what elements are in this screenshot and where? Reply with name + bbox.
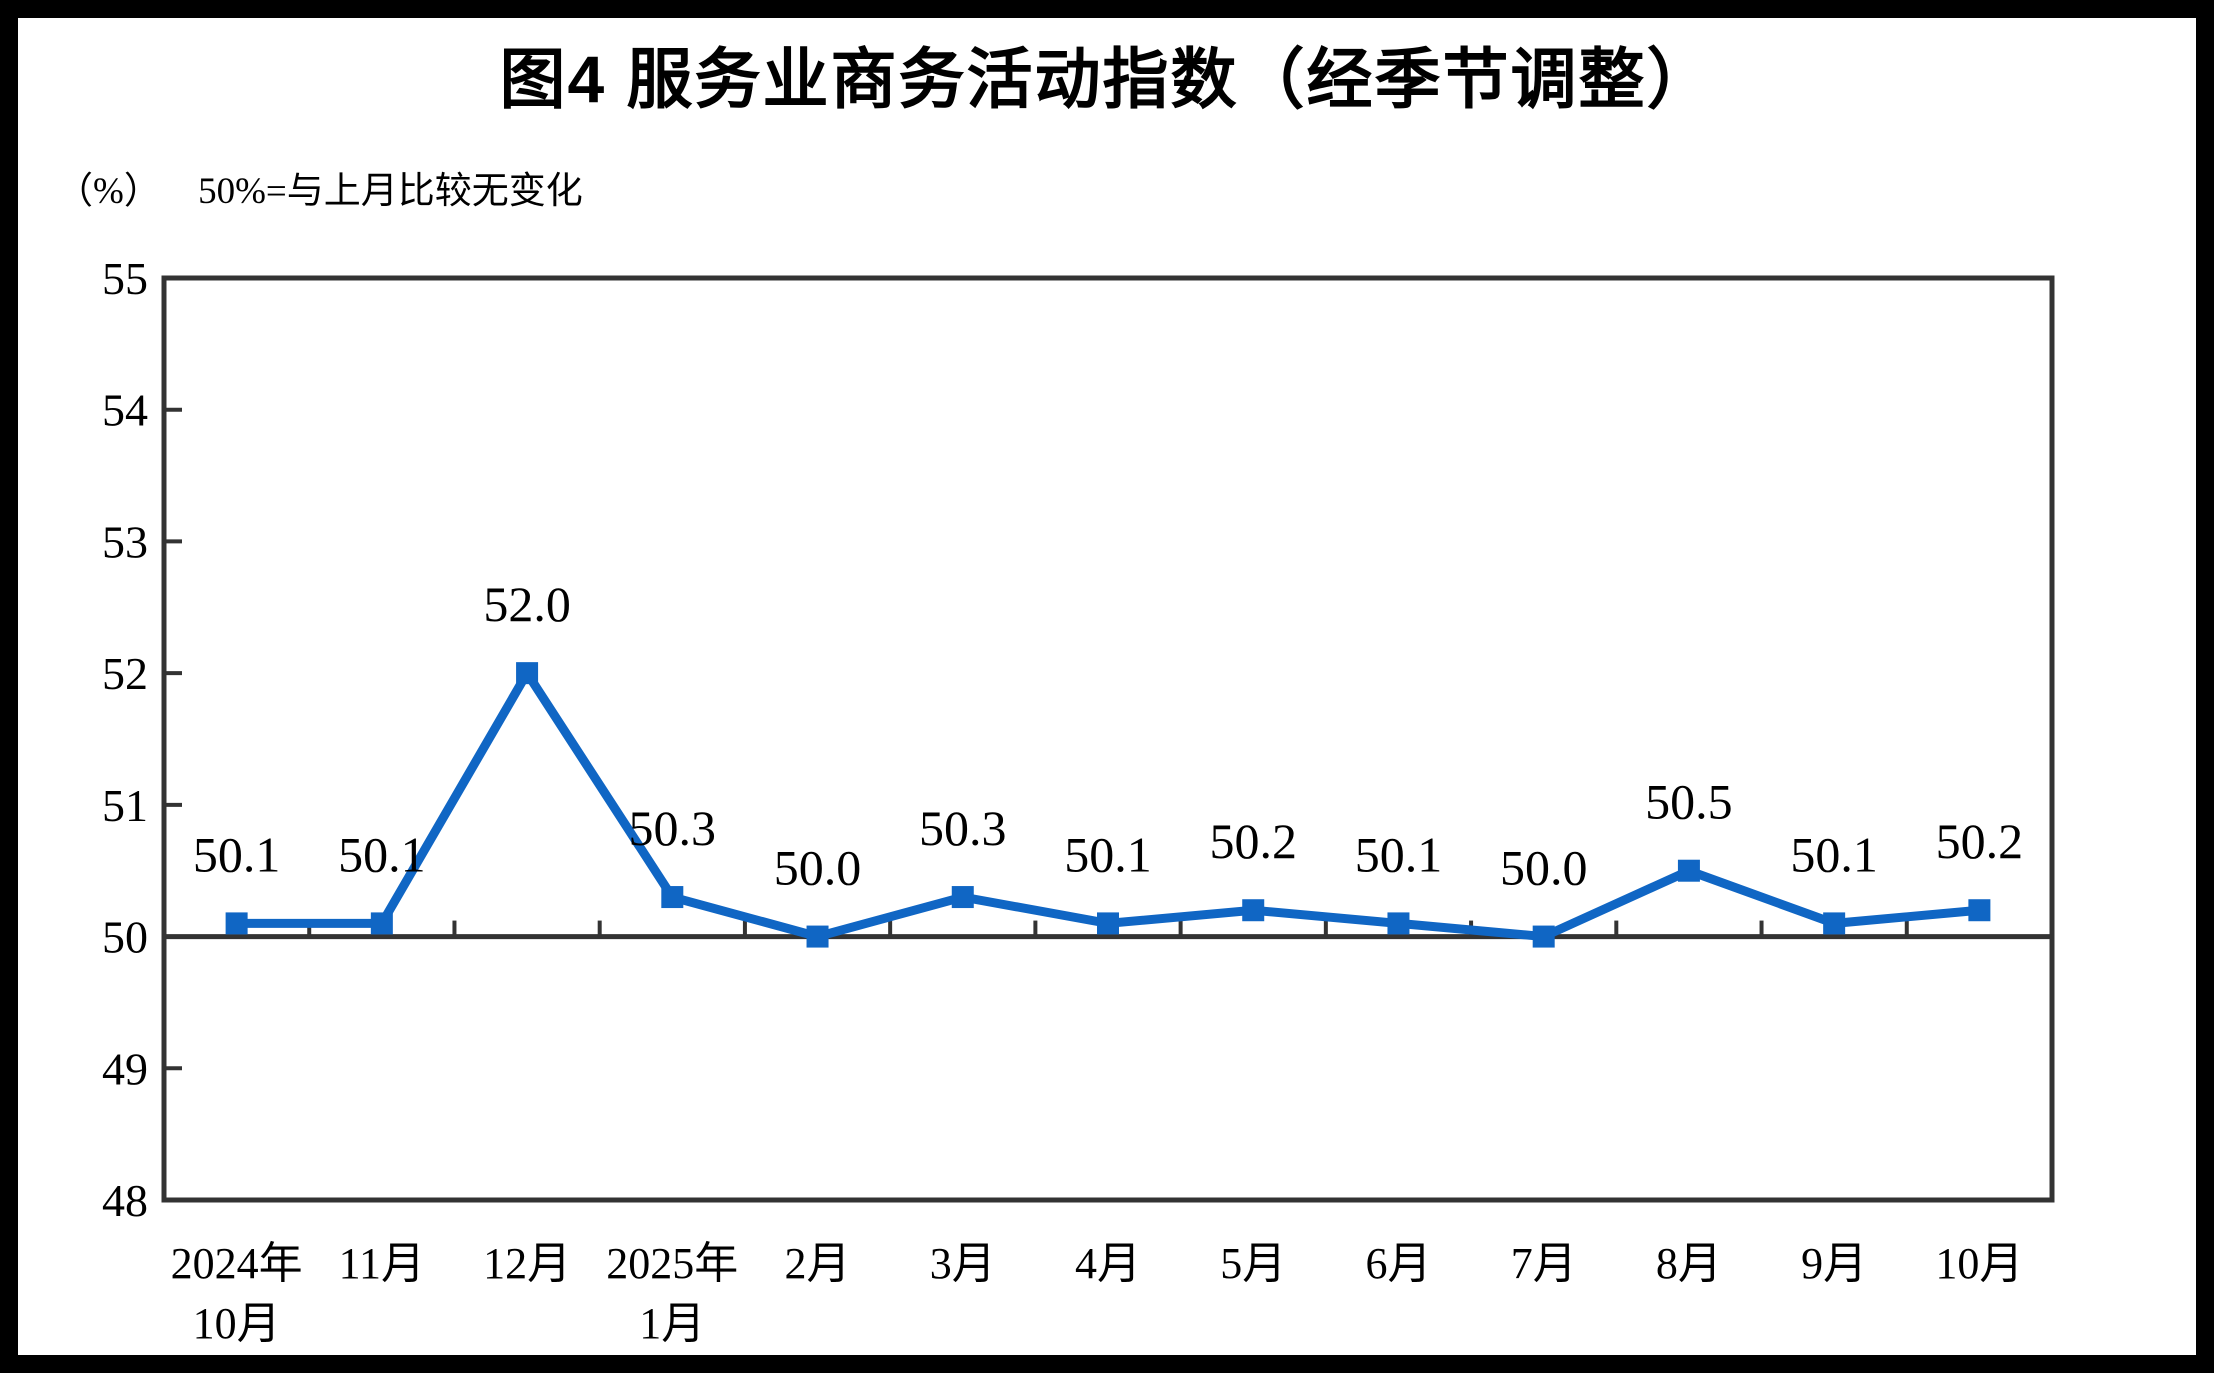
data-label: 50.2: [1936, 813, 2024, 869]
chart-title: 图4 服务业商务活动指数（经季节调整）: [499, 42, 1715, 116]
y-axis-tick-label: 49: [102, 1043, 148, 1094]
y-axis-tick-label: 54: [102, 385, 148, 436]
chart-subtitle: （%） 50%=与上月比较无变化: [56, 160, 583, 214]
data-point-marker: [1677, 859, 1700, 882]
data-point-marker: [1968, 899, 1991, 922]
data-point-marker: [1823, 912, 1846, 935]
x-axis-tick-label: 11月: [339, 1239, 425, 1288]
x-axis-tick-label: 2024年 10月: [171, 1239, 303, 1348]
data-point-marker: [1242, 899, 1265, 922]
data-label: 50.1: [1355, 826, 1443, 882]
y-axis-unit-label: （%）: [56, 171, 161, 212]
y-axis-tick-label: 48: [102, 1175, 148, 1226]
y-axis-tick-label: 52: [102, 648, 148, 699]
data-label: 50.3: [919, 800, 1007, 856]
x-axis-tick-label: 9月: [1801, 1239, 1867, 1288]
y-axis-tick-label: 50: [102, 912, 148, 963]
data-point-marker: [370, 912, 393, 935]
data-point-marker: [661, 886, 684, 909]
chart-canvas: 图4 服务业商务活动指数（经季节调整） （%） 50%=与上月比较无变化 48 4…: [18, 18, 2196, 1355]
data-label: 50.1: [338, 826, 426, 882]
x-axis-tick-label: 8月: [1656, 1239, 1722, 1288]
data-label: 52.0: [483, 576, 571, 632]
data-point-marker: [806, 925, 829, 948]
data-point-marker: [1532, 925, 1555, 948]
data-label: 50.1: [1064, 826, 1152, 882]
data-point-marker: [1097, 912, 1119, 935]
data-label: 50.1: [1790, 826, 1878, 882]
x-axis-tick-label: 3月: [930, 1239, 996, 1288]
x-axis-tick-label: 2月: [785, 1239, 851, 1288]
data-label: 50.0: [774, 840, 862, 896]
y-axis-tick-label: 53: [102, 516, 148, 567]
x-axis-tick-label: 10月: [1935, 1239, 2023, 1288]
data-label: 50.3: [629, 800, 717, 856]
data-label: 50.2: [1209, 813, 1297, 869]
x-axis-tick-label: 6月: [1365, 1239, 1431, 1288]
y-axis-tick-label: 55: [102, 253, 148, 304]
data-label: 50.5: [1645, 774, 1733, 830]
data-point-marker: [516, 662, 539, 685]
y-axis-tick-label: 51: [102, 780, 148, 831]
data-label: 50.0: [1500, 840, 1588, 896]
plot-border: [161, 275, 2055, 1203]
x-axis-tick-label: 12月: [483, 1239, 571, 1288]
x-axis-tick-label: 4月: [1075, 1239, 1141, 1288]
x-axis-tick-label: 5月: [1220, 1239, 1286, 1288]
data-point-marker: [951, 886, 974, 909]
reference-note: 50%=与上月比较无变化: [198, 171, 583, 212]
data-point-marker: [1387, 912, 1410, 935]
x-axis-tick-label: 2025年 1月: [606, 1239, 738, 1348]
x-axis-tick-label: 7月: [1511, 1239, 1577, 1288]
data-point-marker: [225, 912, 248, 935]
data-label: 50.1: [193, 826, 281, 882]
